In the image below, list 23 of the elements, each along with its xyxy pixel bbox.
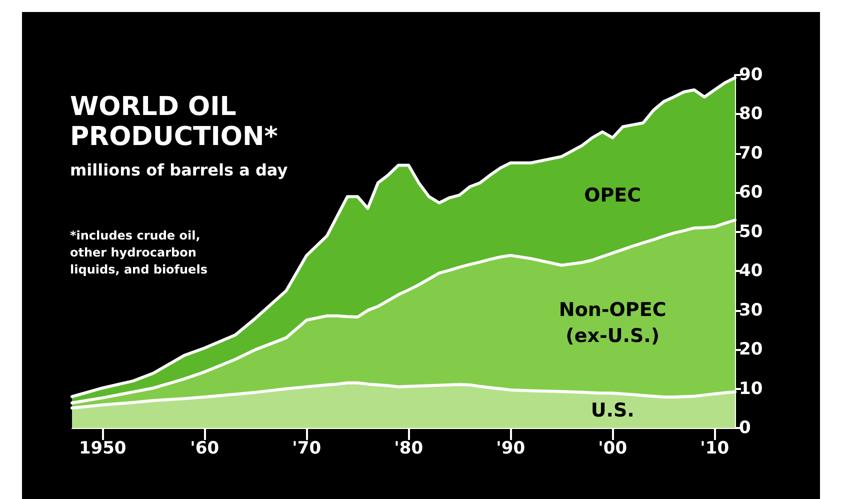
y-tick-label: 20: [739, 340, 763, 360]
y-tick-label: 0: [739, 418, 751, 438]
series-label: OPEC: [584, 184, 642, 206]
x-tick-label: '80: [394, 438, 424, 458]
x-tick-label: '60: [190, 438, 220, 458]
y-tick-label: 30: [739, 300, 763, 320]
annotation: *includes crude oil, other hydrocarbon liquids, and biofuels: [70, 228, 208, 276]
y-tick-label: 70: [739, 143, 763, 164]
x-tick-label: '70: [292, 438, 322, 458]
y-tick-label: 10: [739, 378, 763, 399]
text: millions of barrels a day: [70, 160, 288, 180]
y-tick-label: 60: [739, 182, 763, 203]
series-label: Non-OPEC (ex-U.S.): [558, 299, 666, 348]
x-tick-label: '90: [496, 438, 526, 458]
x-tick-label: '10: [700, 438, 730, 458]
x-tick-label: 1950: [78, 438, 126, 458]
y-tick-label: 80: [739, 104, 763, 124]
y-tick-label: 90: [739, 65, 763, 85]
series-label: U.S.: [590, 400, 634, 422]
x-tick-label: '00: [598, 438, 628, 458]
y-tick-label: 40: [739, 261, 763, 282]
text: WORLD OIL PRODUCTION*: [70, 92, 278, 152]
y-tick-label: 50: [739, 222, 763, 242]
